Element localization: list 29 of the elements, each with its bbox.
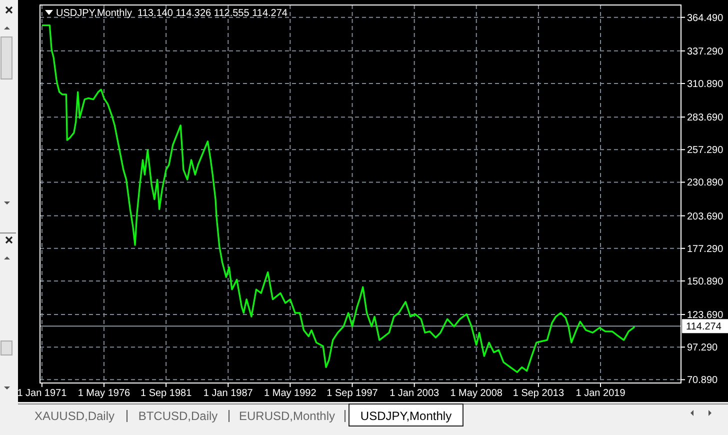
- x-tick-label: 1 May 2008: [450, 388, 503, 399]
- y-tick-label: 310.890: [687, 79, 724, 90]
- y-tick-label: 364.490: [687, 12, 724, 24]
- chart-title: USDJPY,Monthly 113.140 114.326 112.555 114.274: [56, 8, 288, 19]
- text: BTCUSD,Daily: [138, 409, 218, 423]
- x-tick-label: 1 Sep 2013: [512, 388, 564, 399]
- y-tick-label: 337.290: [687, 46, 724, 58]
- x-tick-label: 1 Jan 2003: [390, 388, 440, 399]
- x-tick-label: 1 Jan 1987: [203, 388, 254, 399]
- y-tick-label: 123.690: [687, 310, 724, 322]
- x-tick-label: 1 May 1976: [78, 388, 131, 399]
- x-tick-label: 1 Jan 2019: [576, 388, 626, 399]
- x-tick-label: 1 May 1992: [264, 388, 317, 399]
- x-tick-label: 1 Jan 1971: [17, 388, 68, 399]
- x-tick-label: 1 Sep 1981: [140, 388, 192, 399]
- line-series: [41, 24, 636, 373]
- y-tick-label: 283.690: [687, 112, 724, 124]
- y-tick-label: 150.890: [687, 276, 724, 288]
- y-tick-label: 230.890: [687, 178, 724, 189]
- y-tick-label: 203.690: [687, 211, 724, 222]
- y-tick-label: 177.290: [687, 244, 724, 255]
- x-tick-label: 1 Sep 1997: [326, 388, 378, 399]
- text: XAUUSD,Daily: [34, 409, 115, 423]
- ref-line-label: 114.274: [686, 322, 722, 333]
- text: USDJPY,Monthly: [360, 409, 452, 423]
- y-tick-label: 97.290: [687, 342, 718, 354]
- y-tick-label: 257.290: [687, 145, 724, 156]
- text: EURUSD,Monthly: [238, 409, 336, 423]
- y-tick-label: 70.890: [687, 375, 718, 386]
